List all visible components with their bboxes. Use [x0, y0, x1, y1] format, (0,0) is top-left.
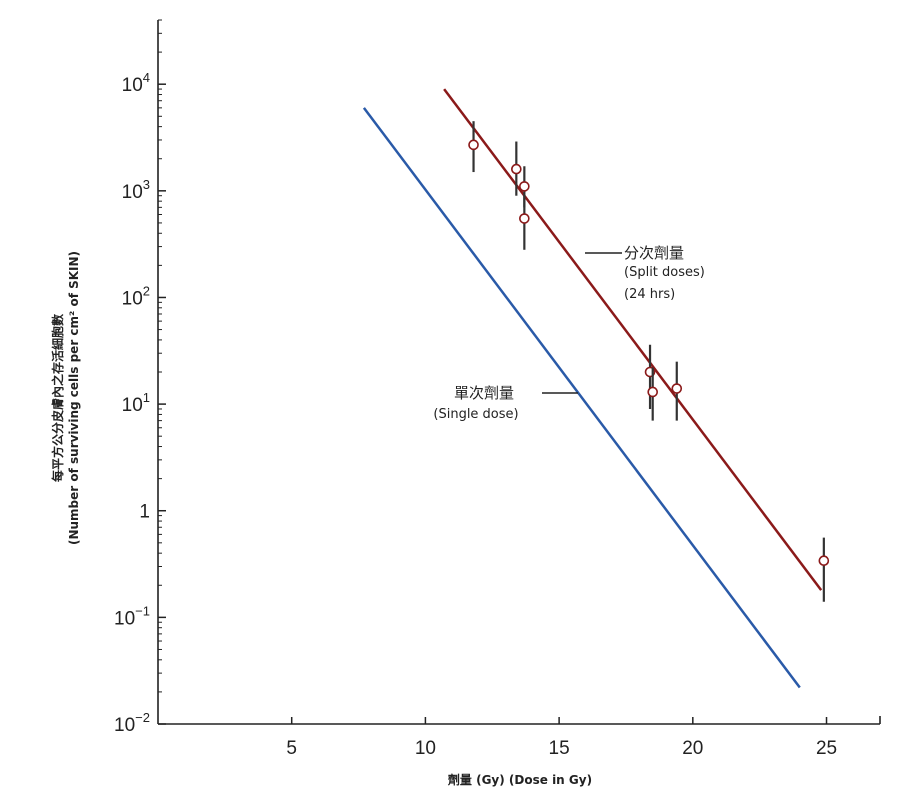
data-point: [519, 195, 530, 250]
split-dose-line: [443, 88, 823, 591]
y-tick-label: 101: [122, 390, 150, 416]
split-dose-annotation: 分次劑量 (Split doses) (24 hrs): [585, 244, 705, 302]
y-axis: 104 103 102 101 1 10−1 10−2: [114, 19, 166, 736]
data-point: [671, 361, 683, 421]
y-tick-label: 102: [122, 283, 150, 309]
single-dose-annotation: 單次劑量 (Single dose): [433, 384, 578, 422]
data-point: [511, 141, 522, 196]
plot-frame: [157, 20, 881, 725]
single-dose-label-en: (Single dose): [433, 407, 518, 422]
point-marker: [818, 555, 830, 566]
y-tick-label: 10−2: [114, 710, 150, 736]
y-tick-label: 10−1: [114, 603, 150, 629]
y-tick-label: 103: [122, 177, 150, 203]
x-tick-label: 20: [682, 738, 703, 759]
y-axis-title-en: (Number of surviving cells per cm² of SK…: [67, 251, 81, 545]
x-tick-label: 15: [549, 738, 570, 759]
point-marker: [511, 163, 522, 175]
data-points: [468, 121, 830, 602]
single-dose-line: [362, 107, 801, 689]
data-point: [468, 121, 479, 173]
series-lines: [362, 88, 823, 689]
point-marker: [671, 383, 683, 394]
y-tick-label: 1: [139, 502, 150, 523]
data-point: [647, 367, 659, 421]
split-dose-label-cn: 分次劑量: [624, 244, 684, 262]
point-marker: [519, 181, 530, 192]
x-tick-label: 10: [415, 738, 436, 759]
x-axis-title: 劑量 (Gy) (Dose in Gy): [447, 772, 592, 787]
y-axis-title-cn: 每平方公分皮膚內之存活細胞數: [50, 314, 65, 482]
point-marker: [647, 386, 659, 398]
split-dose-label-en: (Split doses): [624, 265, 705, 280]
x-tick-label: 5: [286, 738, 297, 759]
x-axis: 5 10 15 20 25: [286, 717, 837, 759]
point-marker: [519, 213, 530, 224]
split-dose-label-hrs: (24 hrs): [624, 287, 675, 302]
single-dose-label-cn: 單次劑量: [454, 384, 514, 402]
data-point: [818, 537, 830, 602]
y-tick-label: 104: [122, 70, 150, 96]
x-tick-label: 25: [816, 738, 837, 759]
point-marker: [468, 139, 479, 151]
